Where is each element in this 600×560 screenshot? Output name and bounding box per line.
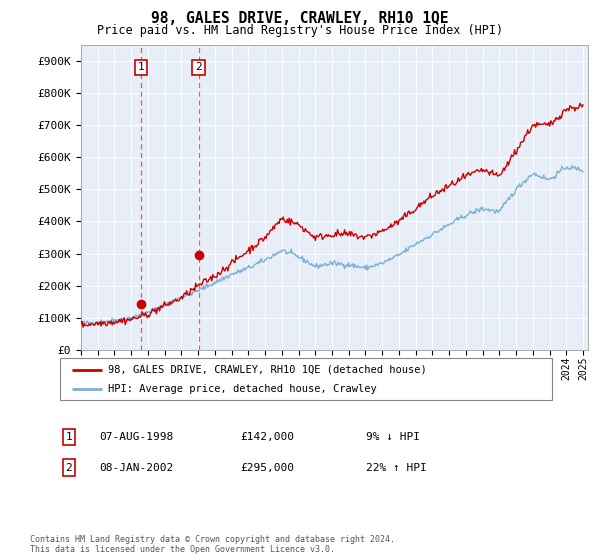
Text: 08-JAN-2002: 08-JAN-2002 (99, 463, 173, 473)
Text: 98, GALES DRIVE, CRAWLEY, RH10 1QE: 98, GALES DRIVE, CRAWLEY, RH10 1QE (151, 11, 449, 26)
Text: Price paid vs. HM Land Registry's House Price Index (HPI): Price paid vs. HM Land Registry's House … (97, 24, 503, 36)
Text: 07-AUG-1998: 07-AUG-1998 (99, 432, 173, 442)
Text: 1: 1 (137, 62, 144, 72)
Text: £295,000: £295,000 (240, 463, 294, 473)
Text: 2: 2 (65, 463, 73, 473)
Text: 9% ↓ HPI: 9% ↓ HPI (366, 432, 420, 442)
Text: HPI: Average price, detached house, Crawley: HPI: Average price, detached house, Craw… (108, 384, 377, 394)
Text: 22% ↑ HPI: 22% ↑ HPI (366, 463, 427, 473)
Text: 2: 2 (195, 62, 202, 72)
Text: 98, GALES DRIVE, CRAWLEY, RH10 1QE (detached house): 98, GALES DRIVE, CRAWLEY, RH10 1QE (deta… (108, 365, 427, 375)
Text: £142,000: £142,000 (240, 432, 294, 442)
Text: Contains HM Land Registry data © Crown copyright and database right 2024.
This d: Contains HM Land Registry data © Crown c… (30, 535, 395, 554)
Text: 1: 1 (65, 432, 73, 442)
